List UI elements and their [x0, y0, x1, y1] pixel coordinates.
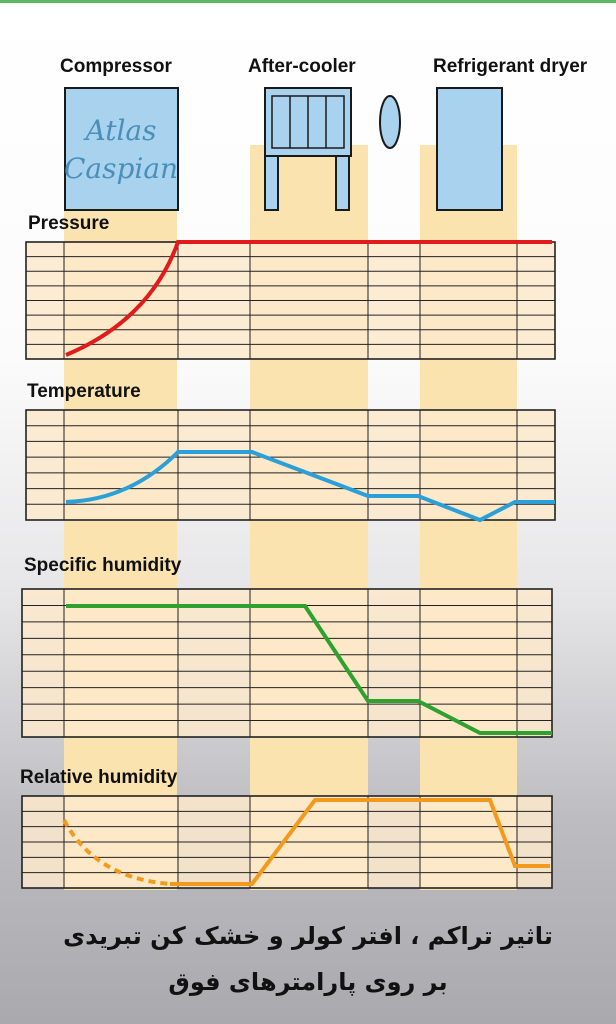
specific-humidity-label: Specific humidity	[24, 555, 182, 576]
after-cooler-label: After-cooler	[248, 56, 356, 77]
top-accent-line	[0, 0, 616, 3]
pressure-label: Pressure	[28, 213, 110, 234]
relative-humidity-dashed-curve	[62, 819, 171, 886]
pressure-curve	[65, 240, 552, 357]
after-cooler-unit	[264, 87, 352, 211]
dryer-box	[436, 87, 503, 211]
caption-line1: تاثیر تراکم ، افتر کولر و خشک کن تبریدی	[63, 922, 553, 950]
dryer-label: Refrigerant dryer	[433, 56, 588, 77]
logo-line2: Caspian	[64, 152, 178, 185]
compressor-label: Compressor	[60, 56, 172, 77]
compressor-box	[64, 87, 179, 211]
relative-humidity-label: Relative humidity	[20, 767, 178, 788]
specific-humidity-curve	[66, 604, 552, 735]
relative-humidity-grid	[21, 795, 553, 889]
relative-humidity-curve	[170, 798, 550, 886]
caption-line2: بر روی پارامترهای فوق	[168, 968, 448, 996]
water-separator-shape	[379, 95, 401, 149]
pressure-grid	[25, 241, 556, 360]
specific-humidity-grid	[21, 588, 553, 738]
logo-line1: Atlas	[83, 114, 157, 147]
temperature-curve	[65, 450, 555, 523]
temperature-label: Temperature	[27, 381, 141, 402]
